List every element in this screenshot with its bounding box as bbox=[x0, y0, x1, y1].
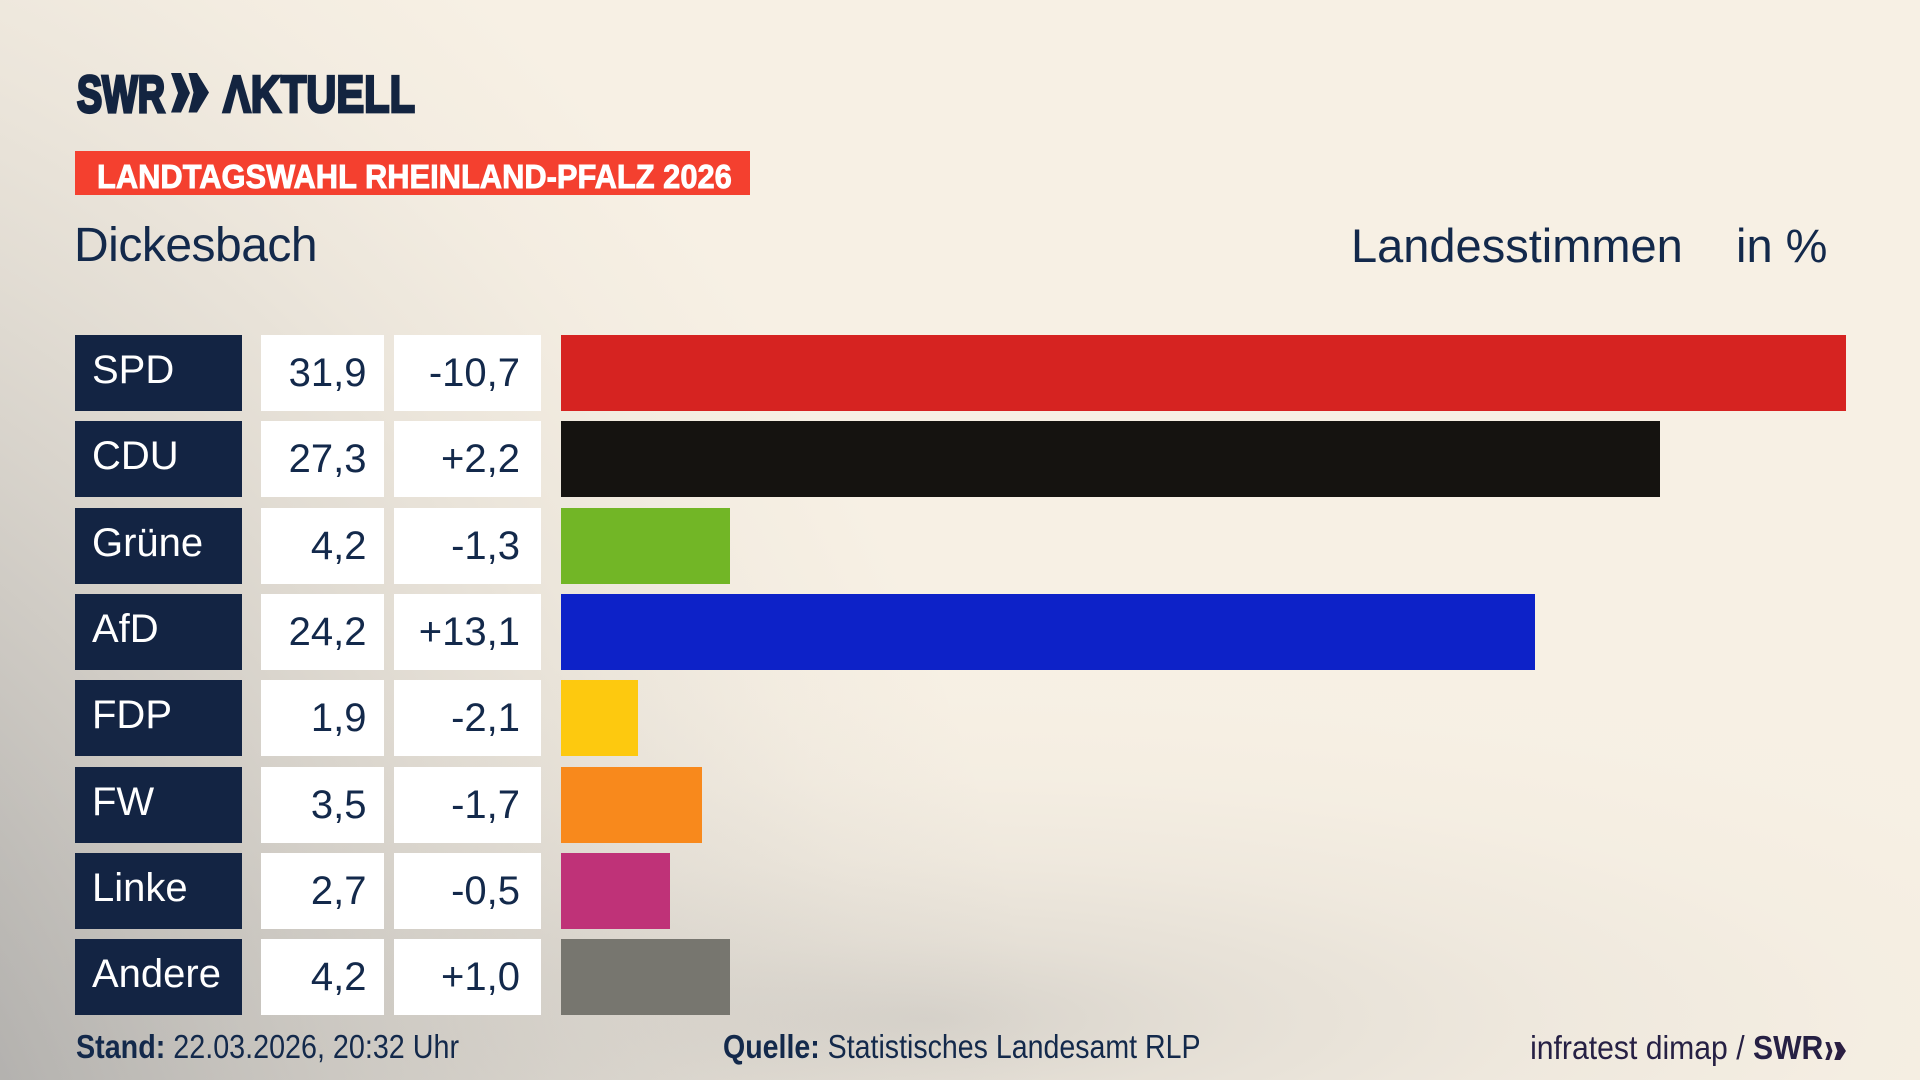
svg-text:ΛKTUELL: ΛKTUELL bbox=[223, 66, 415, 124]
svg-text:SWR: SWR bbox=[77, 66, 165, 124]
